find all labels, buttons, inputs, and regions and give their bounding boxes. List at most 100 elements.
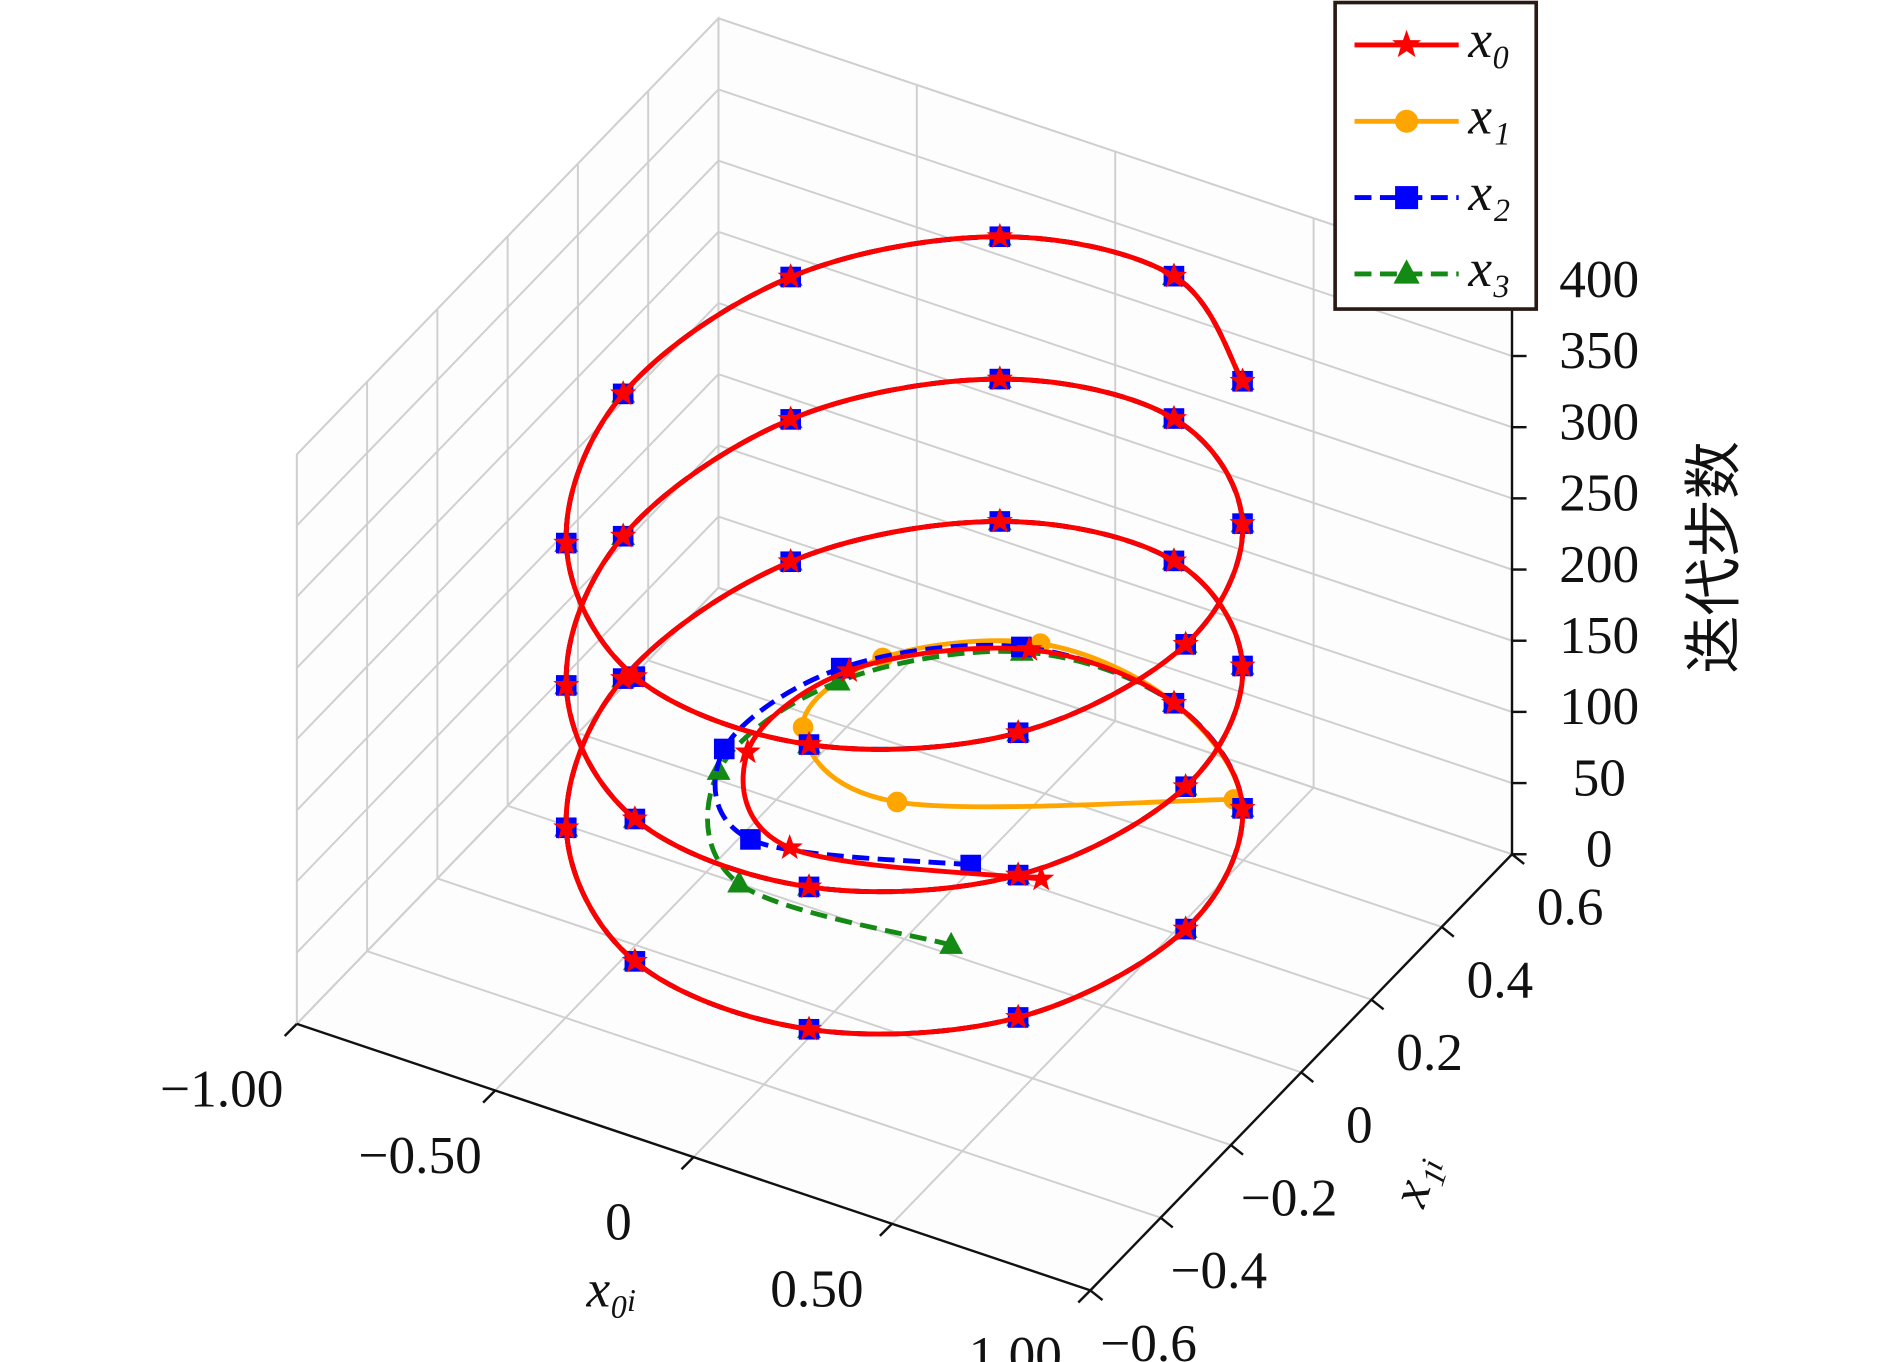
x-axis <box>296 1022 1091 1292</box>
marker <box>1229 367 1256 393</box>
grid-line <box>296 587 720 1025</box>
x-tick-label: 1.00 <box>969 1326 1062 1362</box>
marker <box>1392 29 1422 58</box>
z-tick-label: 350 <box>1559 321 1639 380</box>
marker <box>1229 794 1256 820</box>
marker <box>553 814 580 839</box>
z-tick-label: 0 <box>1586 819 1613 878</box>
x-tick-label: 0.50 <box>770 1259 863 1318</box>
grid-line <box>718 373 1513 642</box>
tick-mark <box>680 1156 695 1171</box>
legend-label: x₂ <box>1467 163 1510 222</box>
marker <box>553 529 580 555</box>
tick-mark <box>482 1089 497 1104</box>
z-tick-label: 100 <box>1559 677 1639 736</box>
marker <box>776 834 803 859</box>
marker <box>1160 404 1188 430</box>
marker <box>1172 630 1199 656</box>
grid-line <box>718 586 1513 856</box>
grid-line <box>296 17 720 456</box>
grid-line <box>437 877 1232 1146</box>
y-tick-label: 0 <box>1346 1096 1373 1155</box>
marker <box>740 829 761 850</box>
z-tick-label: 400 <box>1559 250 1639 309</box>
grid-line <box>507 804 1302 1074</box>
marker <box>1005 1003 1032 1029</box>
marker <box>621 805 648 831</box>
grid-line <box>296 88 720 527</box>
z-tick-label: 200 <box>1559 535 1639 594</box>
marker <box>777 263 804 289</box>
marker <box>610 380 637 406</box>
y-tick-label: −0.6 <box>1100 1314 1197 1362</box>
grid-line <box>647 659 1443 928</box>
y-tick-label: −0.2 <box>1241 1168 1338 1227</box>
marker <box>1395 186 1419 210</box>
tick-mark <box>1159 1216 1174 1229</box>
legend: x₀ x₁ x₂ x₃ <box>1333 0 1539 311</box>
z-tick-label: 150 <box>1559 606 1639 665</box>
grid-line <box>296 159 720 598</box>
marker <box>986 222 1013 248</box>
z-axis-label: 迭代步数 <box>1682 441 1747 674</box>
grid-line <box>718 515 1513 784</box>
y-tick-label: 0.2 <box>1396 1023 1463 1082</box>
marker <box>621 662 648 688</box>
y-axis-label: x₁ᵢ <box>1379 1147 1451 1214</box>
grid-line <box>718 88 1513 357</box>
x-tick-label: −0.50 <box>358 1126 481 1185</box>
marker <box>1393 259 1420 284</box>
marker <box>777 405 804 431</box>
legend-label: x₁ <box>1467 87 1510 146</box>
marker <box>1160 547 1188 573</box>
marker <box>986 507 1013 533</box>
marker <box>1229 652 1256 678</box>
marker <box>886 791 908 813</box>
legend-box <box>1333 0 1539 311</box>
marker <box>1160 262 1188 288</box>
marker <box>1028 865 1055 891</box>
series <box>553 222 1256 1041</box>
marker <box>795 730 823 756</box>
tick-mark <box>1077 1289 1092 1304</box>
legend-label: x₀ <box>1467 10 1510 69</box>
tick-mark <box>1089 1289 1104 1302</box>
z-tick-label: 250 <box>1559 464 1639 523</box>
marker <box>836 656 863 682</box>
tick-mark <box>1230 1144 1244 1156</box>
tick-mark <box>283 1023 298 1037</box>
marker <box>553 671 580 697</box>
marker <box>986 365 1013 391</box>
marker <box>1229 509 1256 535</box>
z-tick-label: 50 <box>1573 748 1626 807</box>
tick-mark <box>1370 998 1385 1011</box>
z-tick-label: 300 <box>1559 392 1639 451</box>
legend-label: x₃ <box>1467 239 1510 298</box>
marker <box>1172 772 1199 798</box>
marker <box>713 738 735 760</box>
x-tick-label: −1.00 <box>160 1059 283 1118</box>
tick-mark <box>879 1222 893 1237</box>
grid-line <box>296 444 720 883</box>
y-tick-label: 0.4 <box>1467 950 1534 1009</box>
marker <box>777 547 804 573</box>
marker <box>1005 718 1032 744</box>
marker <box>1005 861 1032 887</box>
grid-line <box>718 159 1513 429</box>
x-axis-label: x₀ᵢ <box>586 1259 638 1318</box>
grid-line <box>296 515 720 954</box>
marker <box>727 870 752 893</box>
grid-line <box>296 231 720 669</box>
marker <box>1016 635 1043 661</box>
grid-line <box>718 230 1513 500</box>
marker <box>795 873 823 899</box>
marker <box>621 947 648 973</box>
marker <box>1395 109 1419 133</box>
y-tick-label: −0.4 <box>1170 1241 1267 1300</box>
marker <box>1160 689 1188 715</box>
tick-mark <box>1440 925 1455 938</box>
grid-line <box>296 373 720 812</box>
